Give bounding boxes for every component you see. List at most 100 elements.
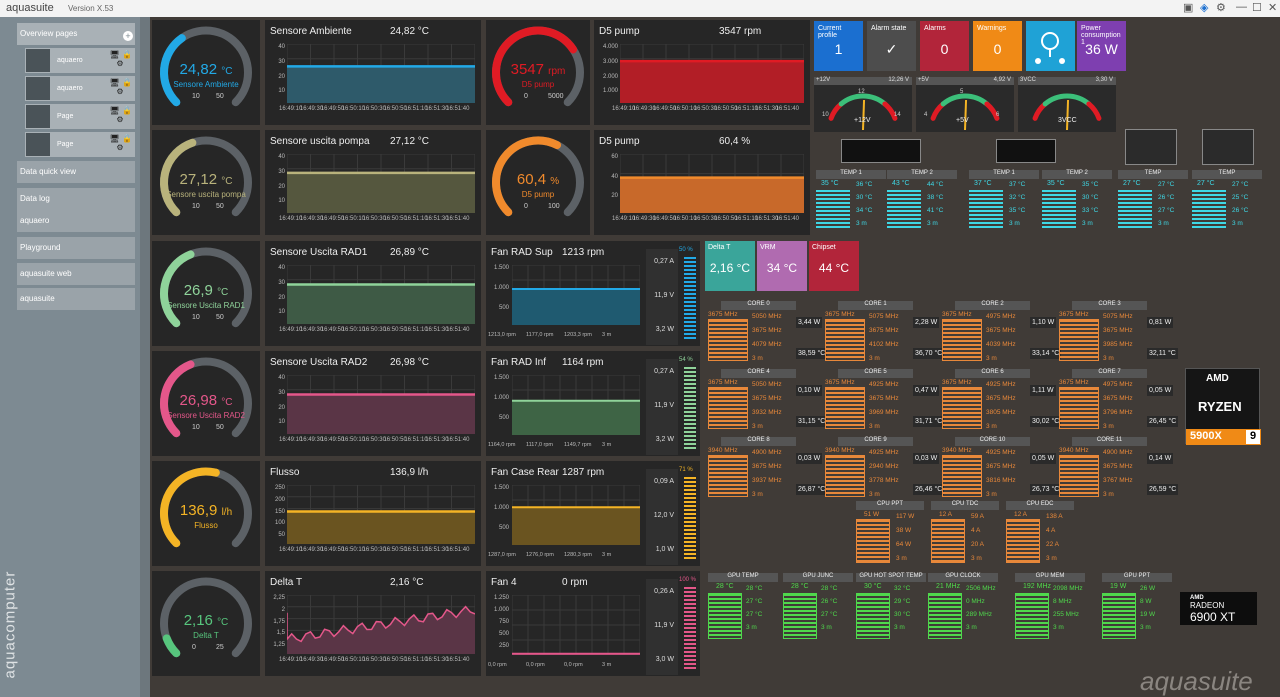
x-tick: 16:50:30 bbox=[362, 106, 386, 112]
gauge-max: 5000 bbox=[548, 92, 564, 100]
sidebar-item-3[interactable]: Playground bbox=[17, 237, 135, 259]
fan-watt: 3,2 W bbox=[655, 436, 674, 443]
x-tick: 16:51:10 bbox=[734, 216, 759, 222]
chart-value: 60,4 % bbox=[719, 136, 751, 147]
x-tick: 16:50:30 bbox=[362, 547, 386, 553]
y-tick: 30 bbox=[278, 58, 285, 65]
tile-label: Warnings bbox=[977, 25, 1007, 32]
camera-icon[interactable]: ▣ bbox=[1183, 2, 1194, 14]
chart-panel: Sensore uscita pompa 27,12 °C 40 30 20 10 16:4… bbox=[265, 130, 481, 235]
fan-foot: 0,0 rpm bbox=[488, 662, 507, 668]
sidebar-overview-pages[interactable]: Overview pages bbox=[17, 23, 135, 45]
gauge-name: Sensore Uscita RAD2 bbox=[167, 410, 245, 420]
y-tick: 2 bbox=[281, 606, 285, 613]
fan-rpm: 1164 rpm bbox=[562, 357, 604, 368]
status-tile-3[interactable]: Warnings 0 bbox=[973, 21, 1022, 71]
status-tile-5[interactable]: Power consumption 1 36 W bbox=[1077, 21, 1126, 71]
add-page-icon[interactable]: + bbox=[123, 31, 133, 41]
voltage-tick: 12 bbox=[858, 89, 865, 95]
x-tick: 16:49:50 bbox=[320, 437, 345, 443]
sidebar-item-5[interactable]: aquasuite bbox=[17, 288, 135, 310]
cpu-core: CORE 10 3940 MHz 4925 MHz 3675 MHz 3816 MHz 3… bbox=[942, 437, 1062, 498]
gauge-arc bbox=[160, 136, 252, 217]
gauge-min: 10 bbox=[192, 423, 200, 431]
fan-bars bbox=[684, 257, 696, 341]
layers-icon[interactable]: ◈ bbox=[1200, 2, 1209, 14]
sidebar-page-3[interactable]: Page 🖥 🔒 ⚙ bbox=[25, 132, 135, 157]
ssd-image bbox=[1125, 129, 1177, 165]
chart-plot bbox=[287, 265, 475, 324]
fan-foot: 3 m bbox=[602, 442, 612, 448]
sidebar-page-0[interactable]: aquaero 🖥 🔒 ⚙ bbox=[25, 48, 135, 73]
close-icon[interactable]: ✕ bbox=[1268, 2, 1278, 14]
gauge-panel: 2,16 °C Delta T 0 25 bbox=[152, 571, 260, 676]
fan-percent: 54 % bbox=[679, 357, 693, 363]
y-tick: 20 bbox=[278, 73, 285, 80]
fan-bars bbox=[684, 587, 696, 671]
tile-value: 0 bbox=[940, 41, 949, 57]
tile-label: Alarm state bbox=[871, 25, 907, 32]
fan-electrics: 0,09 A 12,0 V 1,0 W bbox=[646, 469, 678, 565]
status-tile-0[interactable]: Current profile 1 bbox=[814, 21, 863, 71]
sidebar-item-2[interactable]: aquaero bbox=[17, 210, 135, 232]
gauge-max: 100 bbox=[548, 202, 560, 210]
settings-icon[interactable]: ⚙ bbox=[1216, 2, 1226, 14]
y-tick: 30 bbox=[278, 279, 285, 286]
maximize-icon[interactable]: ☐ bbox=[1252, 2, 1262, 14]
gauge-panel: 60,4 % D5 pump 0 100 bbox=[486, 130, 590, 235]
sidebar-item-1[interactable]: Data log bbox=[17, 188, 135, 210]
gauge-name: Sensore uscita pompa bbox=[166, 189, 246, 199]
chart-panel: Flusso 136,9 l/h 250 200 150 100 50 16:49:10 16:… bbox=[265, 461, 481, 566]
sidebar-page-2[interactable]: Page 🖥 🔒 ⚙ bbox=[25, 104, 135, 129]
y-tick: 50 bbox=[278, 532, 285, 539]
x-tick: 16:51:40 bbox=[446, 216, 470, 222]
status-tile-1[interactable]: Alarm state ✓ bbox=[867, 21, 916, 71]
page-tools-icon[interactable]: 🖥 🔒 ⚙ bbox=[109, 78, 132, 96]
x-tick: 16:49:10 bbox=[279, 657, 303, 663]
sidebar-page-1[interactable]: aquaero 🖥 🔒 ⚙ bbox=[25, 76, 135, 101]
gauge-panel: 27,12 °C Sensore uscita pompa 10 50 bbox=[152, 130, 260, 235]
chart-value: 26,89 °C bbox=[390, 247, 430, 258]
gauge-value: 60,4 % bbox=[516, 170, 560, 188]
network-icon[interactable] bbox=[1026, 21, 1075, 71]
y-tick: 1.000 bbox=[493, 505, 509, 511]
y-tick: 40 bbox=[611, 173, 618, 180]
chart-title: Sensore Uscita RAD1 bbox=[270, 247, 368, 258]
tile-label: Current profile bbox=[818, 25, 842, 39]
minimize-icon[interactable]: — bbox=[1236, 1, 1247, 13]
gpu-sensor: GPU CLOCK 21 MHz 2506 MHz 0 MHz 289 MHz 3 m bbox=[928, 573, 1000, 641]
watermark: aquasuite bbox=[1140, 666, 1253, 696]
page-tools-icon[interactable]: 🖥 🔒 ⚙ bbox=[109, 50, 132, 68]
sidebar-scrollbar[interactable] bbox=[140, 17, 150, 697]
tile-value: 36 W bbox=[1085, 41, 1118, 57]
chart-title: Sensore Uscita RAD2 bbox=[270, 357, 368, 368]
x-tick: 16:51:10 bbox=[404, 106, 428, 112]
fan-panel: Fan 4 0 rpm 1.250 1.000 750 500 250 0,0 rpm 0,0 … bbox=[486, 571, 700, 676]
gauge-value: 136,9 l/h bbox=[179, 501, 233, 519]
x-tick: 16:50:50 bbox=[383, 106, 407, 112]
status-tile-2[interactable]: Alarms 0 bbox=[920, 21, 969, 71]
page-tools-icon[interactable]: 🖥 🔒 ⚙ bbox=[109, 134, 132, 152]
gauge-name: Sensore Ambiente bbox=[173, 79, 239, 89]
app-version: Version X.53 bbox=[68, 4, 114, 13]
y-tick: 500 bbox=[498, 415, 509, 421]
fan-foot: 1280,3 rpm bbox=[564, 552, 592, 558]
y-tick: 10 bbox=[278, 198, 285, 205]
sidebar-item-0[interactable]: Data quick view bbox=[17, 161, 135, 183]
y-tick: 20 bbox=[611, 193, 618, 200]
x-tick: 16:50:10 bbox=[673, 216, 697, 222]
fan-rpm: 1213 rpm bbox=[562, 247, 605, 258]
sidebar-item-4[interactable]: aquasuite web bbox=[17, 263, 135, 285]
page-tools-icon[interactable]: 🖥 🔒 ⚙ bbox=[109, 106, 132, 124]
gauge-max: 25 bbox=[216, 643, 224, 651]
page-thumbnail bbox=[26, 133, 50, 156]
chart-plot bbox=[287, 485, 475, 544]
x-tick: 16:50:50 bbox=[383, 547, 407, 553]
chart-panel: Delta T 2,16 °C 2,25 2 1,75 1,5 1,25 16:49:10 16… bbox=[265, 571, 481, 676]
gauge-panel: 26,98 °C Sensore Uscita RAD2 10 50 bbox=[152, 351, 260, 456]
x-tick: 16:51:40 bbox=[446, 327, 470, 333]
x-tick: 16:50:10 bbox=[341, 437, 366, 443]
x-tick: 16:50:30 bbox=[362, 657, 386, 663]
